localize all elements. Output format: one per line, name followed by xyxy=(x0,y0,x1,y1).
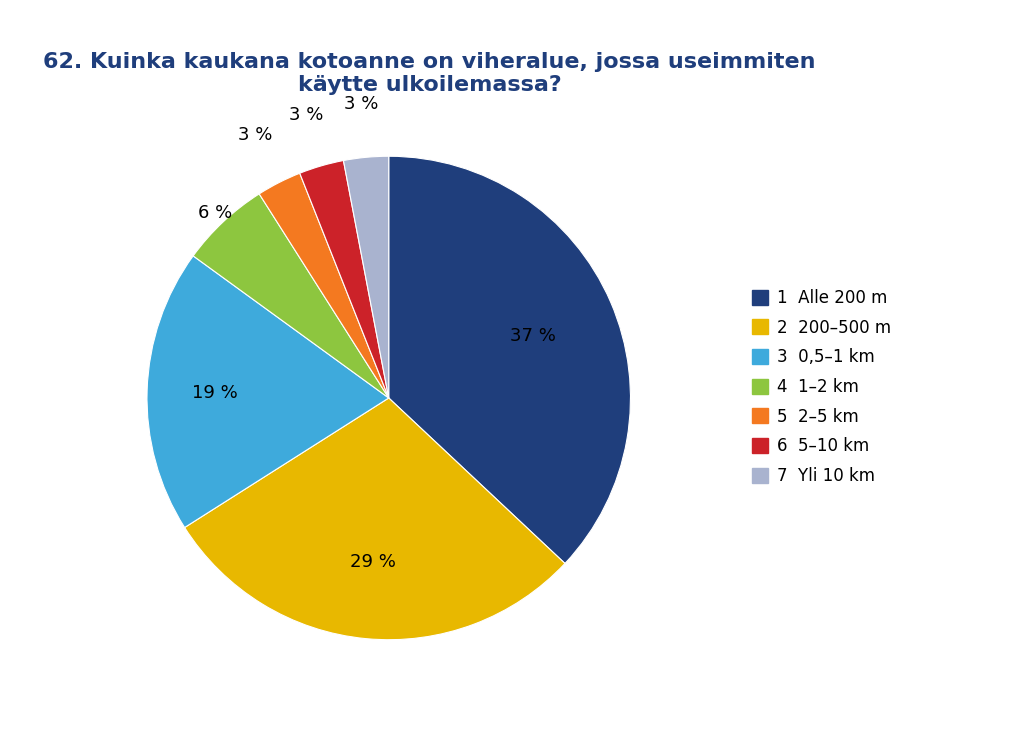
Wedge shape xyxy=(147,256,389,528)
Text: 37 %: 37 % xyxy=(510,326,555,345)
Wedge shape xyxy=(259,173,389,398)
Wedge shape xyxy=(389,156,630,564)
Text: 3 %: 3 % xyxy=(290,106,323,124)
Text: 3 %: 3 % xyxy=(237,126,272,144)
Wedge shape xyxy=(193,194,389,398)
Text: 29 %: 29 % xyxy=(350,553,396,570)
Legend: 1  Alle 200 m, 2  200–500 m, 3  0,5–1 km, 4  1–2 km, 5  2–5 km, 6  5–10 km, 7  Y: 1 Alle 200 m, 2 200–500 m, 3 0,5–1 km, 4… xyxy=(745,282,897,492)
Text: 6 %: 6 % xyxy=(197,204,232,222)
Wedge shape xyxy=(300,161,389,398)
Text: 19 %: 19 % xyxy=(192,383,237,402)
Wedge shape xyxy=(344,156,389,398)
Text: 3 %: 3 % xyxy=(344,95,379,113)
Text: 62. Kuinka kaukana kotoanne on viheralue, jossa useimmiten
käytte ulkoilemassa?: 62. Kuinka kaukana kotoanne on viheralue… xyxy=(43,52,816,95)
Wedge shape xyxy=(184,398,565,640)
